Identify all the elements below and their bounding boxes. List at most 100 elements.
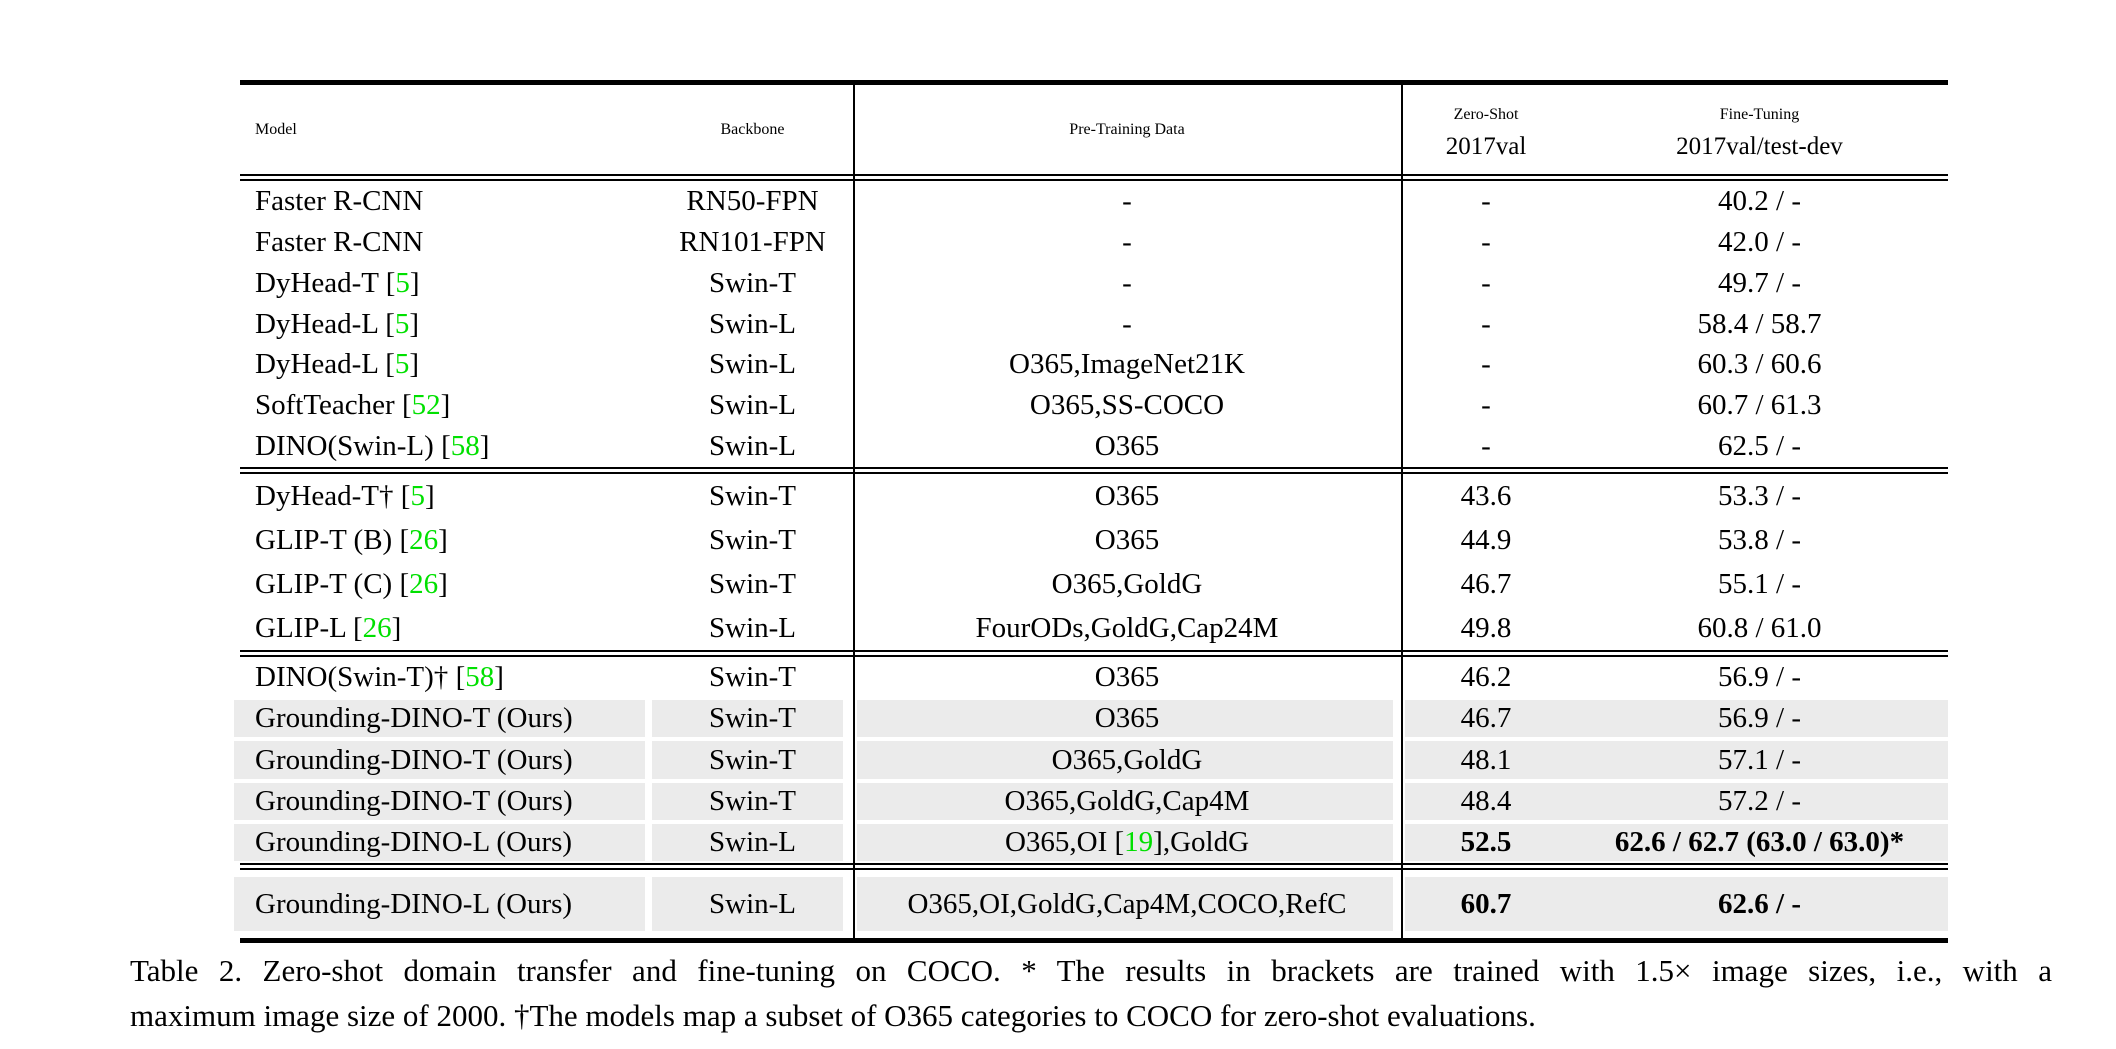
finetune-value: 60.3 / 60.6	[1697, 348, 1822, 381]
row-highlight	[1405, 877, 1948, 931]
cite-bracket: ]	[409, 307, 420, 340]
backbone-name: Swin-T	[709, 523, 796, 556]
zeroshot-value: 60.7	[1460, 887, 1512, 920]
cell-zeroshot: -	[1401, 267, 1571, 300]
cell-model: DINO(Swin-L) [58]	[240, 430, 652, 463]
table-row: DyHead-T† [5] Swin-T O365 43.6 53.3 / -	[240, 474, 1948, 518]
cell-model: GLIP-T (B) [26]	[240, 524, 652, 557]
citation-link[interactable]: 19	[1124, 825, 1154, 858]
cell-zeroshot: 49.8	[1401, 612, 1571, 645]
cell-zeroshot: -	[1401, 185, 1571, 218]
cell-pretrain: -	[853, 185, 1401, 218]
citation-link[interactable]: 58	[465, 661, 495, 694]
citation-link[interactable]: 5	[395, 266, 410, 299]
pretrain-text: O365,ImageNet21K	[1009, 348, 1245, 381]
cell-zeroshot: -	[1401, 226, 1571, 259]
cell-pretrain: O365,GoldG	[853, 568, 1401, 601]
table-rule-header	[240, 174, 1948, 181]
row-highlight	[857, 782, 1393, 820]
cell-model: Faster R-CNN	[240, 226, 652, 259]
table-rule-top	[240, 80, 1948, 85]
column-divider	[853, 85, 855, 938]
cell-model: Grounding-DINO-L (Ours)	[240, 826, 652, 859]
finetune-value: 40.2 / -	[1718, 184, 1801, 217]
zeroshot-value: 46.7	[1460, 702, 1512, 735]
row-highlight	[234, 782, 645, 820]
cell-backbone: Swin-T	[652, 744, 853, 777]
backbone-name: RN50-FPN	[686, 184, 819, 217]
cite-bracket: ]	[440, 389, 451, 422]
cell-backbone: Swin-L	[652, 389, 853, 422]
zeroshot-value: 44.9	[1460, 523, 1512, 556]
zeroshot-value: -	[1481, 389, 1491, 422]
table-row: DINO(Swin-L) [58] Swin-L O365 - 62.5 / -	[240, 426, 1948, 467]
table-row: Grounding-DINO-L (Ours) Swin-L O365,OI [19…	[234, 822, 1948, 863]
row-highlight	[652, 877, 843, 931]
row-highlight	[857, 741, 1393, 779]
finetune-value: 55.1 / -	[1718, 567, 1801, 600]
cell-backbone: Swin-T	[652, 568, 853, 601]
zeroshot-value: 52.5	[1460, 825, 1512, 858]
backbone-name: Swin-L	[709, 611, 796, 644]
row-highlight	[652, 782, 843, 820]
cell-finetune: 62.6 / -	[1571, 888, 1948, 921]
finetune-value: 60.8 / 61.0	[1697, 611, 1822, 644]
cell-model: Grounding-DINO-L (Ours)	[240, 888, 652, 921]
row-highlight	[857, 700, 1393, 738]
table-row: DyHead-L [5] Swin-L O365,ImageNet21K - 60.3 …	[240, 344, 1948, 385]
zeroshot-value: 46.2	[1460, 661, 1512, 694]
row-highlight	[1405, 741, 1948, 779]
cell-backbone: Swin-L	[652, 826, 853, 859]
pretrain-text: FourODs,GoldG,Cap24M	[975, 611, 1279, 644]
cell-finetune: 57.1 / -	[1571, 744, 1948, 777]
finetune-value: 42.0 / -	[1718, 225, 1801, 258]
cell-zeroshot: -	[1401, 308, 1571, 341]
cite-bracket: [	[392, 523, 410, 556]
row-highlight	[652, 741, 843, 779]
cell-model: GLIP-L [26]	[240, 612, 652, 645]
model-name: DyHead-T†	[255, 479, 394, 512]
table-row: Grounding-DINO-T (Ours) Swin-T O365,GoldG 4…	[234, 739, 1948, 780]
cite-bracket: [	[378, 266, 396, 299]
cell-backbone: Swin-L	[652, 612, 853, 645]
finetune-value: 62.5 / -	[1718, 430, 1801, 463]
citation-link[interactable]: 5	[394, 348, 410, 381]
cell-model: Grounding-DINO-T (Ours)	[240, 702, 652, 735]
cell-pretrain: O365,GoldG,Cap4M	[853, 785, 1401, 818]
backbone-name: Swin-L	[709, 389, 796, 422]
model-name: DyHead-L	[255, 348, 378, 381]
citation-link[interactable]: 26	[409, 567, 439, 600]
table-header: Model Backbone Pre-Training Data Zero-Sh…	[240, 85, 1948, 174]
cell-zeroshot: 48.1	[1401, 744, 1571, 777]
backbone-name: Swin-T	[709, 784, 796, 817]
citation-link[interactable]: 26	[362, 611, 392, 644]
cell-zeroshot: 46.7	[1401, 702, 1571, 735]
citation-link[interactable]: 5	[410, 479, 425, 512]
cell-pretrain: O365	[853, 702, 1401, 735]
citation-link[interactable]: 58	[450, 430, 480, 463]
cell-finetune: 58.4 / 58.7	[1571, 308, 1948, 341]
col-header-finetune: Fine-Tuning 2017val/test-dev	[1571, 98, 1948, 162]
cell-backbone: Swin-T	[652, 480, 853, 513]
row-highlight	[234, 741, 645, 779]
cite-bracket: ]	[409, 266, 420, 299]
cell-model: DyHead-T† [5]	[240, 480, 652, 513]
table-rule-group2	[240, 650, 1948, 657]
citation-link[interactable]: 52	[411, 389, 441, 422]
cell-finetune: 62.6 / 62.7 (63.0 / 63.0)*	[1571, 826, 1948, 859]
table-caption: Table 2. Zero-shot domain transfer and f…	[130, 948, 2052, 1038]
citation-link[interactable]: 5	[394, 307, 410, 340]
col-header-finetune-sub: 2017val/test-dev	[1676, 132, 1843, 160]
citation-link[interactable]: 26	[409, 523, 439, 556]
cell-model: DyHead-L [5]	[240, 308, 652, 341]
pretrain-text: O365	[1094, 702, 1160, 735]
row-highlight	[1405, 823, 1948, 862]
cell-pretrain: O365,OI,GoldG,Cap4M,COCO,RefC	[853, 888, 1401, 921]
col-header-zeroshot-sub: 2017val	[1445, 132, 1527, 160]
finetune-value: 53.8 / -	[1718, 523, 1801, 556]
results-table: Model Backbone Pre-Training Data Zero-Sh…	[234, 80, 1948, 943]
cell-zeroshot: -	[1401, 389, 1571, 422]
table-row: Faster R-CNN RN50-FPN - - 40.2 / -	[240, 181, 1948, 222]
table-row: GLIP-T (C) [26] Swin-T O365,GoldG 46.7 55.1 …	[240, 562, 1948, 606]
finetune-value: 62.6 / 62.7 (63.0 / 63.0)*	[1614, 825, 1905, 858]
